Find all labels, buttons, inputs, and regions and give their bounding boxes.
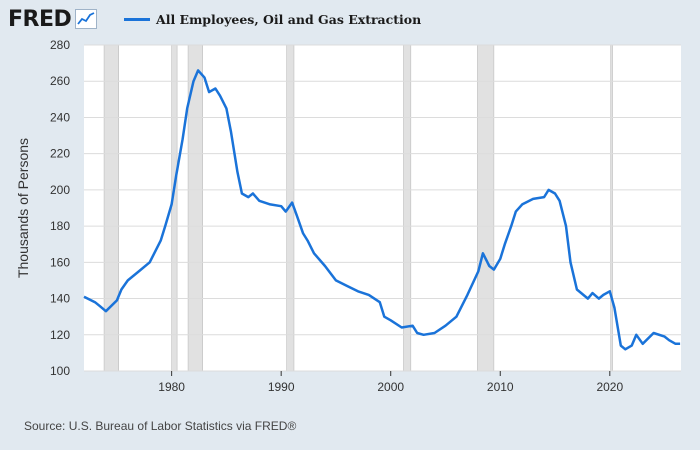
fred-logo[interactable]: FRED <box>8 4 98 34</box>
gridlines <box>84 44 681 372</box>
y-tick-label: 120 <box>50 328 70 342</box>
y-tick-label: 220 <box>50 147 70 161</box>
x-tick-label: 2020 <box>596 380 623 394</box>
y-tick-label: 240 <box>50 110 70 124</box>
recession-band <box>477 44 495 372</box>
y-tick-label: 260 <box>50 74 70 88</box>
fred-logo-text: FRED <box>8 6 72 32</box>
x-tick-label: 2000 <box>377 380 404 394</box>
y-tick-label: 280 <box>50 38 70 52</box>
x-axis-ticks: 1980 1990 2000 2010 2020 <box>158 371 623 394</box>
series-layer <box>83 69 681 351</box>
y-tick-label: 160 <box>50 255 70 269</box>
y-tick-label: 100 <box>50 364 70 378</box>
y-axis-title: Thousands of Persons <box>15 138 31 278</box>
recession-band <box>610 44 613 372</box>
series-line <box>83 69 681 351</box>
recession-band <box>171 44 178 372</box>
recession-band <box>403 44 412 372</box>
recession-band <box>103 44 119 372</box>
x-tick-label: 1980 <box>158 380 185 394</box>
plot-area <box>84 45 681 371</box>
chart-legend: All Employees, Oil and Gas Extraction <box>124 9 421 29</box>
y-tick-label: 140 <box>50 292 70 306</box>
legend-series-label: All Employees, Oil and Gas Extraction <box>156 11 422 27</box>
y-tick-label: 200 <box>50 183 70 197</box>
legend-swatch <box>124 17 150 21</box>
line-graph-icon <box>75 9 98 29</box>
y-tick-label: 180 <box>50 219 70 233</box>
source-note: Source: U.S. Bureau of Labor Statistics … <box>24 419 297 433</box>
x-tick-label: 2010 <box>487 380 514 394</box>
x-tick-label: 1990 <box>268 380 295 394</box>
y-axis-ticks: 100 120 140 160 180 200 220 240 260 280 <box>50 38 70 378</box>
